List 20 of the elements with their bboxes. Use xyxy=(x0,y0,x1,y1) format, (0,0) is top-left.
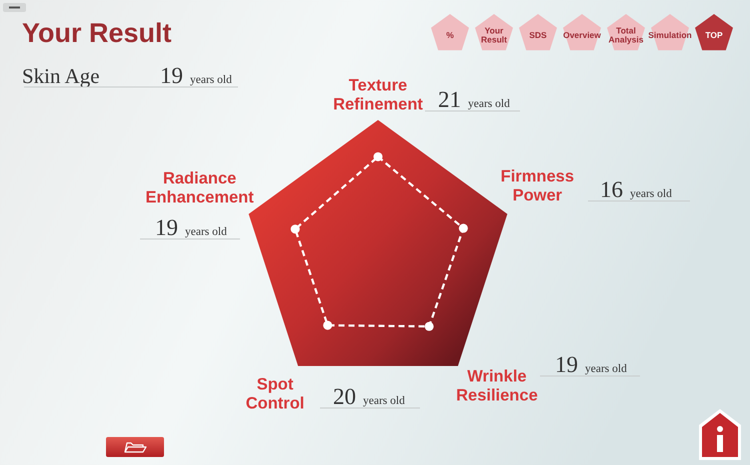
text: 19 years old xyxy=(155,215,228,240)
spoke-label: Firmness Power xyxy=(500,167,574,204)
spoke-label: Texture Refinement xyxy=(333,76,424,114)
spoke-label: Spot Control xyxy=(246,376,304,413)
text: 20 years old xyxy=(333,384,406,409)
text: Simulation xyxy=(648,30,692,40)
spoke-label: Radiance Enhancement xyxy=(146,169,254,206)
text: Your Result xyxy=(481,26,508,44)
text: % xyxy=(446,30,454,40)
text: 21 years old xyxy=(438,87,510,112)
text: 16 years old xyxy=(600,177,672,202)
chart-title: Your Result xyxy=(22,18,172,48)
spoke-label: Wrinkle Resilience xyxy=(456,368,538,405)
text: Total Analysis xyxy=(608,26,644,44)
text: 19 years old xyxy=(160,63,232,88)
text: TOP xyxy=(705,30,723,40)
chart-subtitle: Skin Age xyxy=(22,64,100,88)
text: Overview xyxy=(563,30,602,40)
text: SDS xyxy=(529,30,548,40)
text: 19 years old xyxy=(555,352,628,377)
